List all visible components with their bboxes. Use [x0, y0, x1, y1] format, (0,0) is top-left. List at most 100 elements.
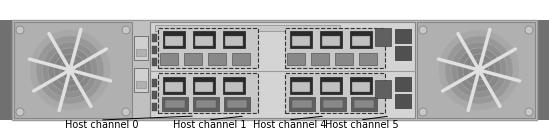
Bar: [223, 31, 245, 48]
Circle shape: [457, 48, 501, 92]
Bar: [375, 28, 391, 46]
Circle shape: [122, 108, 130, 116]
Bar: [193, 31, 215, 48]
Bar: [227, 100, 247, 108]
Bar: [290, 31, 312, 48]
Bar: [292, 100, 312, 108]
Bar: [165, 36, 183, 46]
Bar: [195, 36, 213, 46]
Bar: [165, 100, 185, 108]
Bar: [225, 36, 243, 46]
Bar: [152, 79, 157, 87]
Bar: [287, 53, 305, 65]
Bar: [323, 100, 343, 108]
Bar: [395, 29, 411, 43]
Bar: [0, 20, 12, 120]
Bar: [322, 36, 340, 46]
Bar: [359, 53, 377, 65]
Bar: [152, 91, 157, 99]
Bar: [320, 31, 342, 48]
Bar: [134, 68, 148, 92]
Bar: [184, 53, 202, 65]
Bar: [351, 97, 377, 111]
Circle shape: [451, 42, 507, 98]
Circle shape: [445, 36, 513, 104]
Bar: [136, 49, 146, 56]
Circle shape: [42, 42, 98, 98]
Bar: [320, 77, 342, 94]
Circle shape: [474, 65, 484, 75]
Circle shape: [30, 30, 110, 110]
Bar: [12, 20, 537, 120]
Bar: [354, 100, 374, 108]
Bar: [196, 100, 216, 108]
Bar: [150, 22, 415, 118]
Bar: [224, 97, 250, 111]
Bar: [322, 82, 340, 92]
Bar: [152, 58, 157, 66]
Bar: [311, 53, 329, 65]
Text: Host channel 1: Host channel 1: [173, 120, 247, 130]
Bar: [136, 81, 146, 88]
Bar: [292, 82, 310, 92]
Circle shape: [469, 60, 489, 80]
Bar: [403, 81, 413, 88]
Circle shape: [54, 54, 86, 86]
Bar: [225, 82, 243, 92]
Circle shape: [48, 48, 92, 92]
Circle shape: [439, 30, 519, 110]
Bar: [290, 77, 312, 94]
Bar: [162, 97, 188, 111]
Bar: [537, 20, 549, 120]
Bar: [289, 97, 315, 111]
Text: Host channel 4: Host channel 4: [253, 120, 327, 130]
Bar: [155, 25, 340, 31]
Bar: [193, 77, 215, 94]
Bar: [350, 77, 372, 94]
Bar: [352, 36, 370, 46]
FancyBboxPatch shape: [285, 28, 385, 68]
Circle shape: [525, 108, 533, 116]
Bar: [208, 53, 226, 65]
Bar: [195, 82, 213, 92]
Text: Host channel 0: Host channel 0: [65, 120, 138, 130]
Bar: [320, 97, 346, 111]
Bar: [152, 103, 157, 111]
Bar: [350, 31, 372, 48]
Bar: [193, 97, 219, 111]
Bar: [232, 53, 250, 65]
Circle shape: [525, 26, 533, 34]
Bar: [395, 46, 411, 60]
Bar: [163, 77, 185, 94]
Bar: [165, 82, 183, 92]
Circle shape: [419, 26, 427, 34]
Bar: [152, 34, 157, 42]
Circle shape: [475, 66, 483, 74]
Circle shape: [36, 36, 104, 104]
FancyBboxPatch shape: [158, 73, 258, 113]
Circle shape: [60, 60, 80, 80]
Bar: [403, 49, 413, 56]
Bar: [292, 36, 310, 46]
Bar: [352, 82, 370, 92]
Bar: [134, 36, 148, 60]
Bar: [417, 22, 535, 118]
Bar: [401, 36, 415, 60]
Circle shape: [16, 26, 24, 34]
Circle shape: [16, 108, 24, 116]
Bar: [401, 68, 415, 92]
Bar: [335, 53, 353, 65]
Bar: [14, 22, 132, 118]
Bar: [152, 46, 157, 54]
Bar: [160, 53, 178, 65]
Circle shape: [65, 65, 75, 75]
Circle shape: [463, 54, 495, 86]
Circle shape: [66, 66, 74, 74]
Circle shape: [419, 108, 427, 116]
Bar: [395, 94, 411, 108]
FancyBboxPatch shape: [158, 28, 258, 68]
Bar: [375, 80, 391, 98]
Bar: [395, 77, 411, 91]
Bar: [163, 31, 185, 48]
Text: Host channel 5: Host channel 5: [325, 120, 399, 130]
